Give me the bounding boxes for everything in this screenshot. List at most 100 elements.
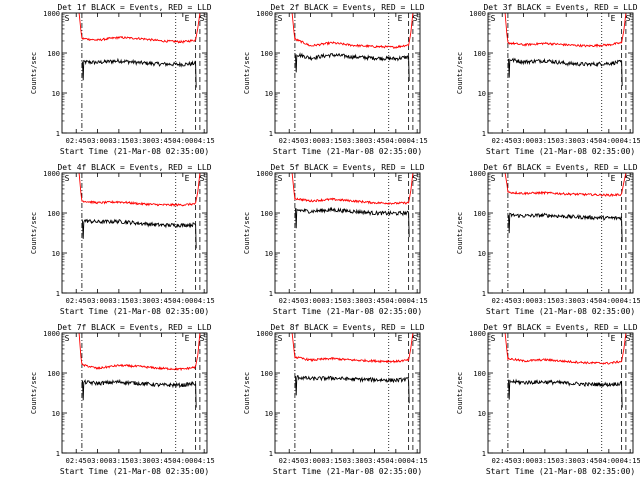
y-tick-label: 1 [482,290,486,298]
events-series-line [507,212,623,243]
x-tick-label: 03:30 [343,297,364,305]
y-tick-label: 1 [56,130,60,138]
x-tick-label: 02:45 [66,457,87,465]
plot-frame [274,172,421,294]
y-tick-label: 100 [260,210,273,218]
y-tick-label: 10 [265,410,273,418]
y-tick-label: 100 [473,370,486,378]
x-tick-label: 03:45 [577,457,598,465]
x-tick-label: 04:15 [407,297,428,305]
chart-panel-8: Det 8f BLACK = Events, RED = LLD Counts/s… [243,323,428,476]
marker-label: E [398,174,403,183]
x-tick-label: 03:00 [87,457,108,465]
y-axis-label: Counts/sec [30,212,38,254]
lld-series-line [504,332,627,365]
x-tick-label: 03:30 [556,297,577,305]
chart-title: Det 1f BLACK = Events, RED = LLD [57,3,211,12]
plot-frame [274,332,421,454]
plot-frame [61,332,208,454]
x-tick-label: 02:45 [279,137,300,145]
y-tick-label: 1 [56,290,60,298]
x-tick-label: 03:00 [513,297,534,305]
marker-label: E [185,174,190,183]
y-tick-label: 1 [269,450,273,458]
marker-label: S [626,334,631,343]
lld-series-line [78,332,201,372]
chart-title: Det 2f BLACK = Events, RED = LLD [270,3,424,12]
y-axis-label: Counts/sec [243,372,251,414]
y-axis-label: Counts/sec [456,212,464,254]
x-tick-label: 03:15 [534,297,555,305]
events-series-line [507,57,623,87]
y-tick-label: 10 [52,90,60,98]
x-tick-label: 03:45 [364,457,385,465]
y-tick-label: 1000 [469,10,486,18]
x-axis-label: Start Time (21-Mar-08 02:35:00) [273,147,422,156]
y-tick-label: 100 [260,50,273,58]
chart-title: Det 9f BLACK = Events, RED = LLD [483,323,637,332]
lld-series-line [291,332,414,364]
events-series-line [81,378,197,408]
x-tick-label: 04:00 [385,137,406,145]
x-tick-label: 03:00 [513,137,534,145]
x-axis-label: Start Time (21-Mar-08 02:35:00) [486,307,635,316]
x-tick-label: 03:30 [130,137,151,145]
x-tick-label: 03:00 [87,297,108,305]
x-tick-label: 03:30 [130,297,151,305]
marker-label: S [200,334,205,343]
events-series-line [507,378,623,408]
y-tick-label: 10 [265,250,273,258]
events-series-line [294,206,410,238]
chart-title: Det 5f BLACK = Events, RED = LLD [270,163,424,172]
y-tick-label: 10 [478,410,486,418]
x-tick-label: 03:45 [364,297,385,305]
chart-title: Det 6f BLACK = Events, RED = LLD [483,163,637,172]
x-tick-label: 03:15 [534,137,555,145]
x-tick-label: 02:45 [492,297,513,305]
y-tick-label: 10 [52,250,60,258]
chart-panel-9: Det 9f BLACK = Events, RED = LLD Counts/s… [456,323,640,476]
x-tick-label: 04:15 [194,137,215,145]
plot-frame [487,172,634,294]
y-tick-label: 100 [47,210,60,218]
y-tick-label: 1000 [43,330,60,338]
plot-frame [274,12,421,134]
x-tick-label: 03:45 [577,297,598,305]
chart-title: Det 4f BLACK = Events, RED = LLD [57,163,211,172]
marker-label: E [398,334,403,343]
marker-label: E [185,334,190,343]
x-tick-label: 04:15 [620,457,640,465]
x-tick-label: 04:15 [620,137,640,145]
x-tick-label: 03:00 [300,457,321,465]
x-axis-label: Start Time (21-Mar-08 02:35:00) [60,467,209,476]
marker-label: S [626,14,631,23]
x-tick-label: 03:00 [87,137,108,145]
x-tick-label: 04:00 [598,137,619,145]
marker-label: E [611,334,616,343]
x-tick-label: 03:30 [343,457,364,465]
x-tick-label: 02:45 [66,137,87,145]
x-tick-label: 04:15 [620,297,640,305]
x-tick-label: 04:15 [194,297,215,305]
x-axis-label: Start Time (21-Mar-08 02:35:00) [273,467,422,476]
x-tick-label: 02:45 [492,457,513,465]
y-tick-label: 10 [265,90,273,98]
chart-title: Det 7f BLACK = Events, RED = LLD [57,323,211,332]
y-axis-label: Counts/sec [456,52,464,94]
x-tick-label: 03:15 [534,457,555,465]
x-tick-label: 04:15 [407,137,428,145]
chart-panel-6: Det 6f BLACK = Events, RED = LLD Counts/s… [456,163,640,316]
x-tick-label: 04:00 [598,297,619,305]
x-axis-label: Start Time (21-Mar-08 02:35:00) [486,147,635,156]
y-tick-label: 10 [478,90,486,98]
marker-label: S [65,334,70,343]
x-tick-label: 03:00 [300,297,321,305]
x-tick-label: 04:15 [194,457,215,465]
x-tick-label: 04:00 [598,457,619,465]
x-tick-label: 03:45 [151,297,172,305]
x-tick-label: 04:00 [172,457,193,465]
x-tick-label: 03:15 [108,137,129,145]
y-tick-label: 100 [260,370,273,378]
x-axis-label: Start Time (21-Mar-08 02:35:00) [486,467,635,476]
x-tick-label: 03:00 [513,457,534,465]
